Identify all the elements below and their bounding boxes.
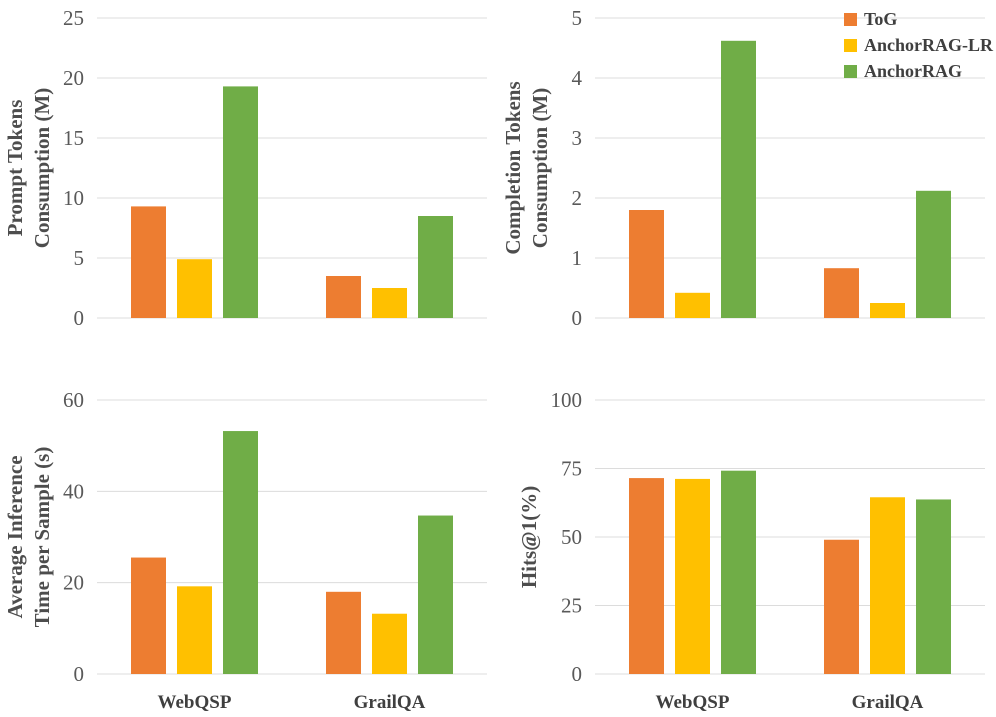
x-category-label: GrailQA — [354, 692, 426, 713]
x-category-label: GrailQA — [852, 692, 924, 713]
bar-tog-grailqa — [326, 591, 361, 674]
bar-anchorrag-lr-webqsp — [177, 259, 212, 318]
y-tick-label: 100 — [551, 388, 583, 412]
y-tick-label: 25 — [561, 594, 582, 618]
y-tick-label: 5 — [74, 246, 85, 270]
chart-average-inference-time: 0 20 40 60 WebQSP GrailQA Average Inference Tim… — [0, 358, 498, 717]
x-category-label: WebQSP — [656, 692, 730, 713]
bar-anchorrag-lr-grailqa — [870, 303, 905, 318]
bar-anchorrag-webqsp — [223, 431, 258, 674]
y-tick-label: 0 — [572, 306, 583, 330]
y-axis-title-line: Completion Tokens — [501, 81, 525, 254]
bar-anchorrag-grailqa — [418, 515, 453, 674]
legend-swatch-tog — [844, 13, 857, 26]
bar-tog-webqsp — [131, 557, 166, 674]
bar-anchorrag-lr-webqsp — [177, 586, 212, 674]
y-tick-label: 0 — [572, 662, 583, 686]
y-tick-label: 15 — [63, 126, 84, 150]
y-tick-label: 3 — [572, 126, 583, 150]
bar-tog-webqsp — [629, 478, 664, 674]
y-tick-label: 0 — [74, 306, 85, 330]
legend-label-anchorrag: AnchorRAG — [864, 61, 962, 81]
bar-chart-average-inference-time: 0 20 40 60 WebQSP GrailQA Average Inference Tim… — [3, 388, 487, 713]
bar-anchorrag-grailqa — [418, 216, 453, 318]
y-axis-title-line: Consumption (M) — [528, 88, 552, 248]
y-tick-label: 2 — [572, 186, 583, 210]
y-tick-label: 1 — [572, 246, 583, 270]
chart-prompt-tokens: 0 5 10 15 20 25 Prompt Tokens Consumption (M) — [0, 0, 498, 358]
x-category-label: WebQSP — [158, 692, 232, 713]
y-tick-label: 4 — [572, 66, 583, 90]
bar-tog-webqsp — [131, 206, 166, 318]
bar-anchorrag-lr-grailqa — [372, 288, 407, 318]
y-axis-title-line: Hits@1(%) — [517, 486, 541, 588]
bar-tog-grailqa — [824, 268, 859, 318]
y-axis-title-line: Consumption (M) — [30, 88, 54, 248]
bar-anchorrag-grailqa — [916, 190, 951, 318]
y-axis-title-line: Average Inference — [3, 455, 27, 618]
y-axis-title-line: Time per Sample (s) — [30, 447, 54, 628]
bar-anchorrag-lr-webqsp — [675, 478, 710, 674]
chart-completion-tokens: 0 1 2 3 4 5 Completion Tokens Consumption (M) To… — [498, 0, 996, 358]
y-tick-label: 0 — [74, 662, 85, 686]
y-tick-label: 20 — [63, 571, 84, 595]
legend-swatch-anchorrag-lr — [844, 39, 857, 52]
legend-swatch-anchorrag — [844, 65, 857, 78]
bar-anchorrag-webqsp — [721, 470, 756, 674]
bar-anchorrag-webqsp — [223, 86, 258, 319]
bar-anchorrag-webqsp — [721, 40, 756, 319]
y-tick-label: 60 — [63, 388, 84, 412]
y-tick-label: 5 — [572, 6, 583, 30]
bar-tog-grailqa — [824, 539, 859, 674]
bar-chart-hits-at-1: 0 25 50 75 100 WebQSP GrailQA Hits@1(%) — [517, 388, 985, 713]
bar-tog-grailqa — [326, 276, 361, 318]
bar-anchorrag-grailqa — [916, 499, 951, 674]
bar-anchorrag-lr-webqsp — [675, 292, 710, 318]
bar-chart-completion-tokens: 0 1 2 3 4 5 Completion Tokens Consumption (M) To… — [501, 6, 994, 330]
y-tick-label: 20 — [63, 66, 84, 90]
y-axis-title-line: Prompt Tokens — [3, 100, 27, 237]
legend-label-anchorrag-lr: AnchorRAG-LR — [864, 35, 994, 55]
y-tick-label: 75 — [561, 457, 582, 481]
chart-hits-at-1: 0 25 50 75 100 WebQSP GrailQA Hits@1(%) — [498, 358, 996, 717]
y-tick-label: 10 — [63, 186, 84, 210]
bar-tog-webqsp — [629, 210, 664, 318]
y-tick-label: 25 — [63, 6, 84, 30]
legend-label-tog: ToG — [864, 9, 897, 29]
y-tick-label: 40 — [63, 479, 84, 503]
bar-anchorrag-lr-grailqa — [870, 497, 905, 674]
bar-chart-prompt-tokens: 0 5 10 15 20 25 Prompt Tokens Consumption (M) — [3, 6, 487, 330]
y-tick-label: 50 — [561, 525, 582, 549]
bar-anchorrag-lr-grailqa — [372, 613, 407, 674]
